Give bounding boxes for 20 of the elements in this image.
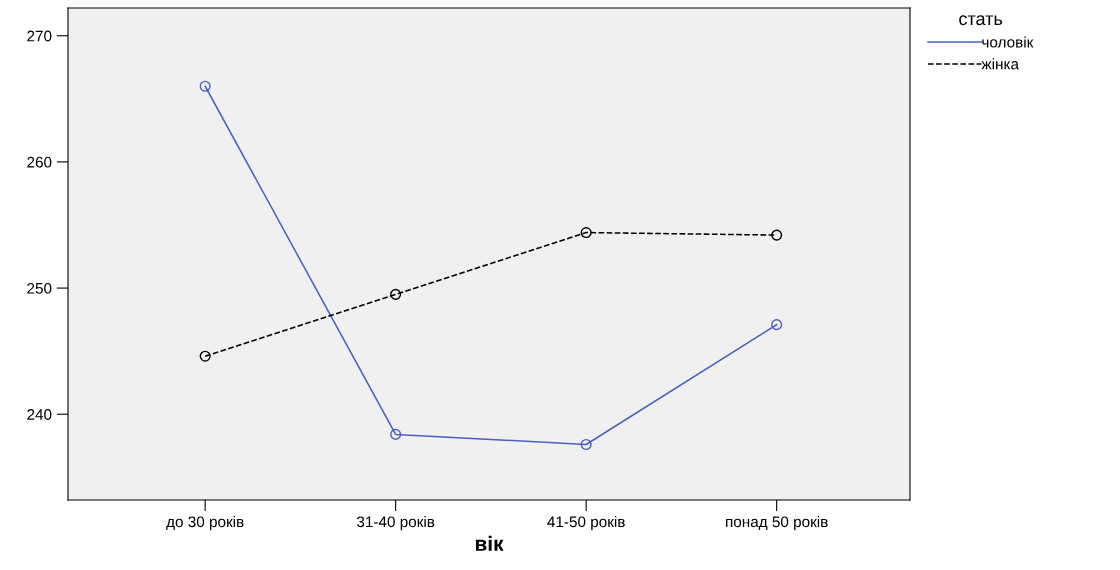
legend-label: чоловік: [982, 36, 1034, 48]
point: [771, 319, 783, 331]
x-axis-title: вік: [475, 535, 504, 551]
point: [199, 80, 211, 92]
point: [771, 229, 783, 241]
y-tick-label: 260: [27, 156, 52, 168]
x-tick-label: 41-50 років: [547, 515, 625, 531]
y-tick-label: 270: [27, 30, 52, 42]
y-tick-label: 250: [27, 282, 52, 294]
x-tick-label: понад 50 років: [726, 515, 828, 531]
point: [580, 438, 592, 451]
x-tick-label: до 30 років: [166, 515, 244, 531]
legend-title: стать: [959, 15, 1003, 26]
y-tick-label: 240: [27, 409, 52, 420]
x-tick-label: 31-40 років: [356, 515, 435, 531]
point: [390, 428, 402, 440]
point: [199, 350, 211, 362]
point: [390, 288, 402, 300]
legend-label: жінка: [981, 58, 1020, 70]
point: [580, 226, 592, 239]
